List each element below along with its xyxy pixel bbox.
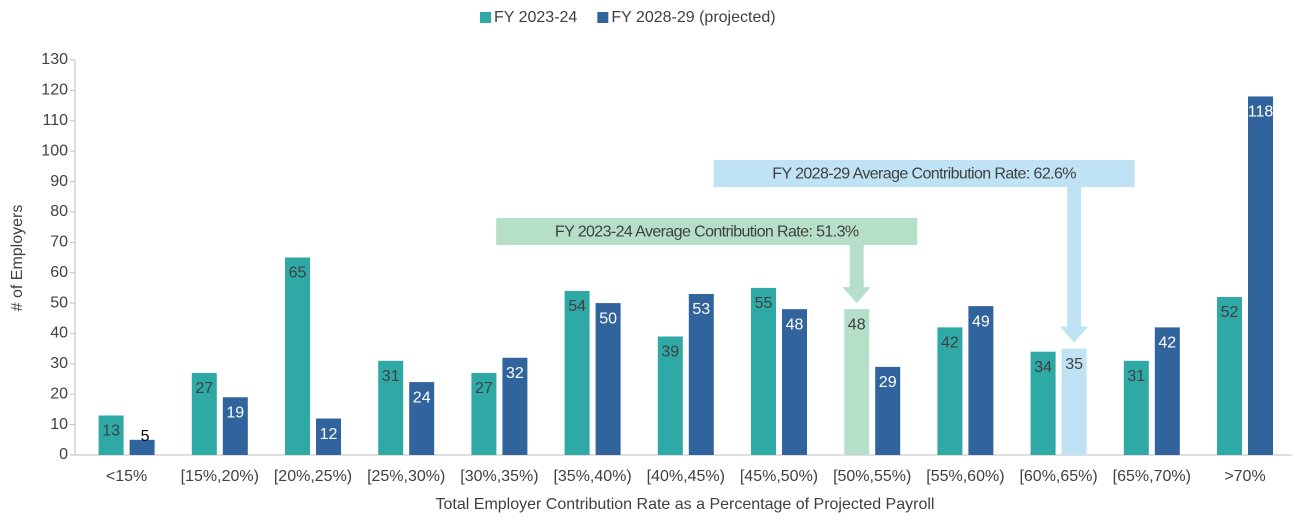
x-tick-label: [30%,35%) [460, 468, 538, 485]
y-tick-label: 40 [50, 325, 68, 342]
x-tick-label: [15%,20%) [181, 468, 259, 485]
annotation-arrow [1060, 187, 1089, 343]
y-tick-label: 50 [50, 294, 68, 311]
data-label: 27 [195, 380, 213, 397]
y-tick-label: 80 [50, 203, 68, 220]
x-tick-label: [50%,55%) [833, 468, 911, 485]
data-label: 13 [102, 423, 120, 440]
legend-label: FY 2028-29 (projected) [611, 9, 775, 26]
data-label: 65 [289, 265, 307, 282]
bar [285, 257, 310, 455]
data-label: 53 [692, 301, 710, 318]
data-label: 52 [1221, 304, 1239, 321]
bar [1248, 96, 1273, 455]
bar [595, 303, 621, 455]
x-tick-label: [40%,45%) [647, 468, 725, 485]
y-tick-label: 90 [50, 173, 68, 190]
data-label: 48 [848, 316, 866, 333]
data-label: 5 [141, 428, 150, 445]
x-axis-title: Total Employer Contribution Rate as a Pe… [436, 496, 935, 513]
bar [409, 382, 435, 455]
legend-label: FY 2023-24 [494, 9, 577, 26]
data-label: 19 [226, 404, 244, 421]
data-label: 27 [475, 380, 493, 397]
bar [191, 372, 217, 455]
annotation-box [713, 160, 1135, 187]
bar [937, 327, 963, 455]
bar [316, 418, 341, 455]
y-tick-label: 20 [50, 385, 68, 402]
data-label: 24 [413, 389, 431, 406]
annotation-arrow [842, 245, 871, 304]
bar [968, 306, 994, 455]
bar [502, 357, 528, 455]
data-label: 42 [941, 335, 959, 352]
x-tick-label: >70% [1224, 468, 1265, 485]
data-label: 55 [755, 295, 773, 312]
x-tick-label: <15% [106, 468, 147, 485]
x-tick-label: [65%,70%) [1113, 468, 1191, 485]
bar [1123, 360, 1149, 455]
data-label: 39 [661, 344, 679, 361]
y-tick-label: 0 [59, 446, 68, 463]
data-label: 35 [1065, 356, 1083, 373]
data-label: 12 [320, 426, 338, 443]
y-tick-label: 70 [50, 234, 68, 251]
data-label: 32 [506, 365, 524, 382]
bar [98, 415, 124, 455]
bar [129, 439, 155, 455]
annotation-text: FY 2023-24 Average Contribution Rate: 51… [555, 224, 859, 241]
annotation-box [496, 218, 918, 245]
annotation-text: FY 2028-29 Average Contribution Rate: 62… [772, 166, 1076, 183]
data-label: 31 [382, 368, 400, 385]
bar [1030, 351, 1056, 455]
y-tick-label: 110 [42, 112, 68, 129]
bar [1154, 327, 1180, 455]
data-label: 29 [879, 374, 897, 391]
bar [751, 287, 776, 455]
bar [564, 290, 590, 455]
y-tick-label: 10 [50, 416, 68, 433]
data-label: 118 [1248, 104, 1274, 121]
bar [657, 336, 683, 455]
bar [688, 293, 714, 455]
bar [378, 360, 404, 455]
data-label: 42 [1158, 335, 1176, 352]
bar [844, 309, 870, 455]
x-tick-label: [60%,65%) [1019, 468, 1097, 485]
data-label: 48 [786, 316, 804, 333]
y-tick-label: 120 [41, 82, 68, 99]
bar [875, 366, 901, 455]
bar [222, 397, 248, 455]
data-label: 49 [972, 313, 990, 330]
x-tick-label: [35%,40%) [553, 468, 631, 485]
legend-swatch [480, 12, 491, 23]
x-tick-label: [55%,60%) [926, 468, 1004, 485]
bar [782, 309, 807, 455]
data-label: 54 [568, 298, 586, 315]
data-label: 31 [1127, 368, 1145, 385]
bar [471, 372, 497, 455]
bar [1061, 348, 1087, 455]
y-tick-label: 60 [50, 264, 68, 281]
legend-swatch [597, 12, 609, 23]
data-label: 34 [1034, 359, 1052, 376]
data-label: 50 [599, 310, 617, 327]
bar [1217, 297, 1242, 455]
y-axis-title: # of Employers [9, 205, 26, 312]
x-tick-label: [25%,30%) [367, 468, 445, 485]
x-tick-label: [45%,50%) [740, 468, 818, 485]
x-tick-label: [20%,25%) [274, 468, 352, 485]
y-tick-label: 130 [41, 51, 68, 68]
y-tick-label: 30 [50, 355, 68, 372]
y-tick-label: 100 [41, 142, 68, 159]
